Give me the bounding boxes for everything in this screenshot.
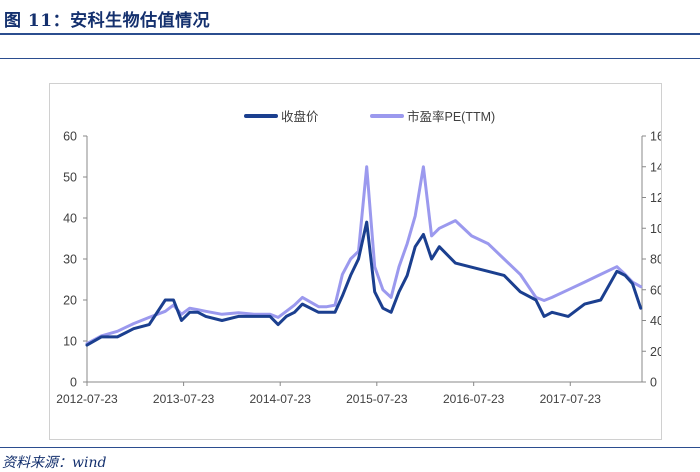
source-note: 资料来源：wind (2, 455, 107, 471)
header-divider (0, 33, 700, 35)
x-tick-label: 2013-07-23 (153, 392, 215, 406)
figure-header: 图 11：安科生物估值情况 (0, 0, 700, 36)
header-divider-secondary (0, 58, 700, 59)
right-tick-label: 60 (650, 283, 661, 297)
right-tick-label: 140 (650, 160, 661, 174)
left-tick-label: 30 (63, 253, 77, 267)
legend-label-pe: 市盈率PE(TTM) (407, 109, 495, 124)
chart-axes: 0 10 20 30 40 50 60 0 20 40 60 80 100 120 140 160 2012-0… (56, 130, 671, 407)
legend-label-price: 收盘价 (281, 109, 319, 124)
x-tick-label: 2012-07-23 (56, 392, 118, 406)
right-tick-label: 100 (650, 222, 661, 236)
series-line-pe (85, 165, 643, 346)
right-tick-label: 160 (650, 130, 661, 144)
left-tick-label: 60 (63, 130, 77, 144)
left-tick-label: 0 (70, 376, 77, 390)
right-tick-label: 80 (650, 253, 661, 267)
x-tick-label: 2015-07-23 (346, 392, 408, 406)
chart-lines (85, 165, 643, 347)
valuation-chart: 收盘价 市盈率PE(TTM) 0 10 20 30 40 50 60 0 20 40 60 80 100… (56, 109, 671, 407)
chart-frame: 收盘价 市盈率PE(TTM) 0 10 20 30 40 50 60 0 20 40 60 80 100… (49, 83, 671, 440)
x-tick-label: 2016-07-23 (443, 392, 505, 406)
x-tick-label: 2017-07-23 (540, 392, 602, 406)
left-tick-label: 10 (63, 335, 77, 349)
right-tick-label: 120 (650, 191, 661, 205)
right-tick-label: 0 (650, 376, 657, 390)
series-line-price (85, 220, 643, 347)
left-tick-label: 20 (63, 294, 77, 308)
left-tick-label: 50 (63, 171, 77, 185)
left-tick-label: 40 (63, 212, 77, 226)
x-tick-label: 2014-07-23 (250, 392, 312, 406)
right-tick-label: 20 (650, 345, 661, 359)
figure-title: 图 11：安科生物估值情况 (4, 11, 211, 31)
chart-legend: 收盘价 市盈率PE(TTM) (244, 109, 495, 124)
right-tick-label: 40 (650, 314, 661, 328)
footer-divider (0, 447, 700, 448)
